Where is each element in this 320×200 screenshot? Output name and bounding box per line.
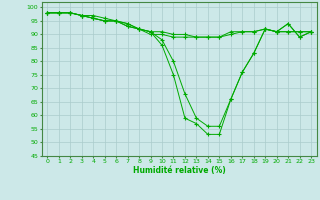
X-axis label: Humidité relative (%): Humidité relative (%) — [133, 166, 226, 175]
